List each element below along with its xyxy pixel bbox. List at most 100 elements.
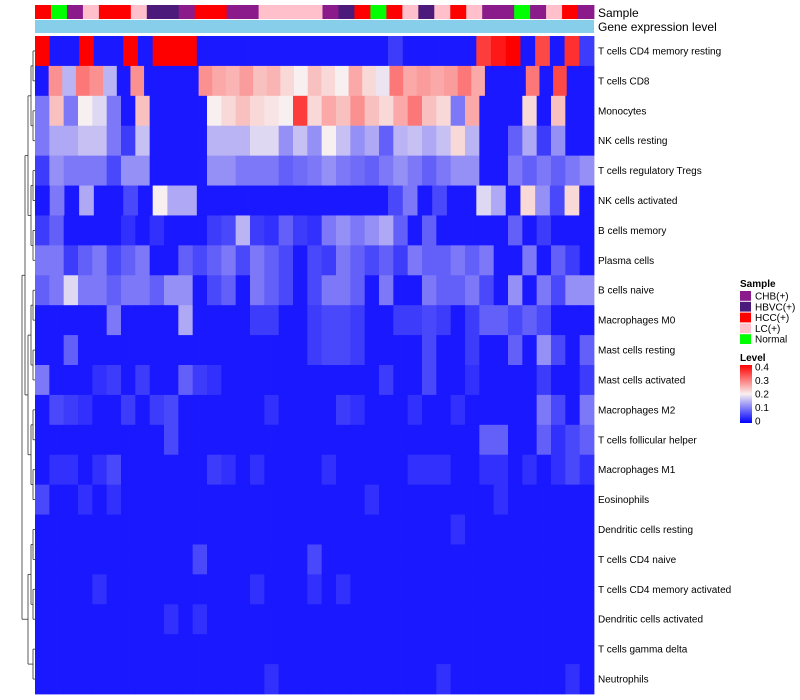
heatmap-cell xyxy=(350,574,366,605)
heatmap-cell xyxy=(79,36,95,67)
heatmap-cell xyxy=(207,365,222,396)
heatmap-cell xyxy=(178,275,194,306)
heatmap-cell xyxy=(393,275,409,306)
heatmap-cell xyxy=(178,305,194,336)
heatmap-cell xyxy=(293,155,308,186)
heatmap-cell xyxy=(321,394,337,426)
heatmap-cell xyxy=(461,36,477,67)
heatmap-cell xyxy=(508,544,523,575)
sample-annotation-cell xyxy=(386,5,403,19)
heatmap-cell xyxy=(235,574,251,605)
heatmap-cell xyxy=(235,484,251,515)
heatmap-cell xyxy=(491,36,507,67)
heatmap-cell xyxy=(436,335,452,366)
heatmap-cell xyxy=(307,664,323,695)
heatmap-cell xyxy=(164,215,179,246)
heatmap-cell xyxy=(579,305,595,336)
heatmap-cell xyxy=(152,185,168,216)
heatmap-cell xyxy=(450,365,466,396)
heatmap-cell xyxy=(250,365,265,396)
heatmap-cell xyxy=(121,574,136,605)
heatmap-cell xyxy=(149,125,165,157)
sample-annotation-cell xyxy=(402,5,419,19)
heatmap-cell xyxy=(379,365,394,396)
heatmap-cell xyxy=(321,335,337,366)
heatmap-cell xyxy=(149,634,165,665)
sample-legend-swatch xyxy=(740,312,751,323)
heatmap-cell xyxy=(149,215,165,246)
heatmap-cell xyxy=(549,185,565,216)
heatmap-cell xyxy=(407,604,423,635)
heatmap-cell xyxy=(536,275,552,306)
heatmap-cell xyxy=(436,215,452,246)
heatmap-cell xyxy=(221,155,237,186)
heatmap-cell xyxy=(63,394,79,426)
heatmap-cell xyxy=(278,95,294,127)
heatmap-cell xyxy=(255,36,271,67)
heatmap-cell xyxy=(121,604,136,635)
heatmap-cell xyxy=(336,454,351,486)
heatmap-cell xyxy=(164,95,179,127)
heatmap-cell xyxy=(92,394,108,426)
sample-annotation-cell xyxy=(162,5,180,19)
heatmap-cell xyxy=(508,95,523,127)
heatmap-cell xyxy=(450,484,466,515)
heatmap-cell xyxy=(178,514,194,545)
heatmap-cell xyxy=(536,634,552,665)
heatmap-cell xyxy=(450,245,466,276)
heatmap-cell xyxy=(278,544,294,575)
heatmap-cell xyxy=(250,454,265,486)
heatmap-cell xyxy=(49,634,65,665)
heatmap-cell xyxy=(479,365,495,396)
heatmap-cell xyxy=(536,95,552,127)
heatmap-cell xyxy=(422,305,437,336)
heatmap-cell xyxy=(465,95,480,127)
heatmap-cell xyxy=(35,95,50,127)
heatmap-cell xyxy=(264,394,280,426)
heatmap-cell xyxy=(512,65,527,97)
sample-annotation-cell xyxy=(370,5,387,19)
heatmap-cell xyxy=(422,95,437,127)
heatmap-cell xyxy=(465,365,480,396)
heatmap-cell xyxy=(565,424,581,456)
heatmap-cell xyxy=(343,36,360,67)
heatmap-cell xyxy=(123,185,139,216)
heatmap-cell xyxy=(465,335,480,366)
heatmap-cell xyxy=(48,65,63,97)
heatmap-cell xyxy=(522,335,538,366)
heatmap-cell xyxy=(465,215,480,246)
heatmap-cell xyxy=(264,95,280,127)
heatmap-cell xyxy=(49,335,65,366)
heatmap-cell xyxy=(49,454,65,486)
heatmap-cell xyxy=(565,215,581,246)
heatmap-cell xyxy=(293,335,308,366)
heatmap-cell xyxy=(579,36,595,67)
heatmap-cell xyxy=(285,36,301,67)
sample-annotation-cell xyxy=(338,5,355,19)
heatmap-cell xyxy=(106,305,122,336)
heatmap-cell xyxy=(450,335,466,366)
heatmap-cell xyxy=(164,155,179,186)
heatmap-cell xyxy=(63,664,79,695)
heatmap-cell xyxy=(465,125,480,157)
heatmap-cell xyxy=(565,454,581,486)
heatmap-cell xyxy=(493,484,509,515)
heatmap-cell xyxy=(92,155,108,186)
heatmap-cell xyxy=(379,335,394,366)
heatmap-cell xyxy=(164,424,179,456)
heatmap-cell xyxy=(461,185,477,216)
heatmap-cell xyxy=(336,424,351,456)
heatmap-cell xyxy=(393,365,409,396)
heatmap-cell xyxy=(393,454,409,486)
heatmap-cell xyxy=(379,394,394,426)
heatmap-cell xyxy=(336,155,351,186)
heatmap-cell xyxy=(207,664,222,695)
heatmap-cell xyxy=(321,514,337,545)
heatmap-cell xyxy=(450,664,466,695)
heatmap-cell xyxy=(207,604,222,635)
heatmap-cell xyxy=(321,634,337,665)
heatmap-cell xyxy=(35,185,51,216)
heatmap-cell xyxy=(450,155,466,186)
heatmap-cell xyxy=(278,514,294,545)
heatmap-cell xyxy=(551,365,566,396)
